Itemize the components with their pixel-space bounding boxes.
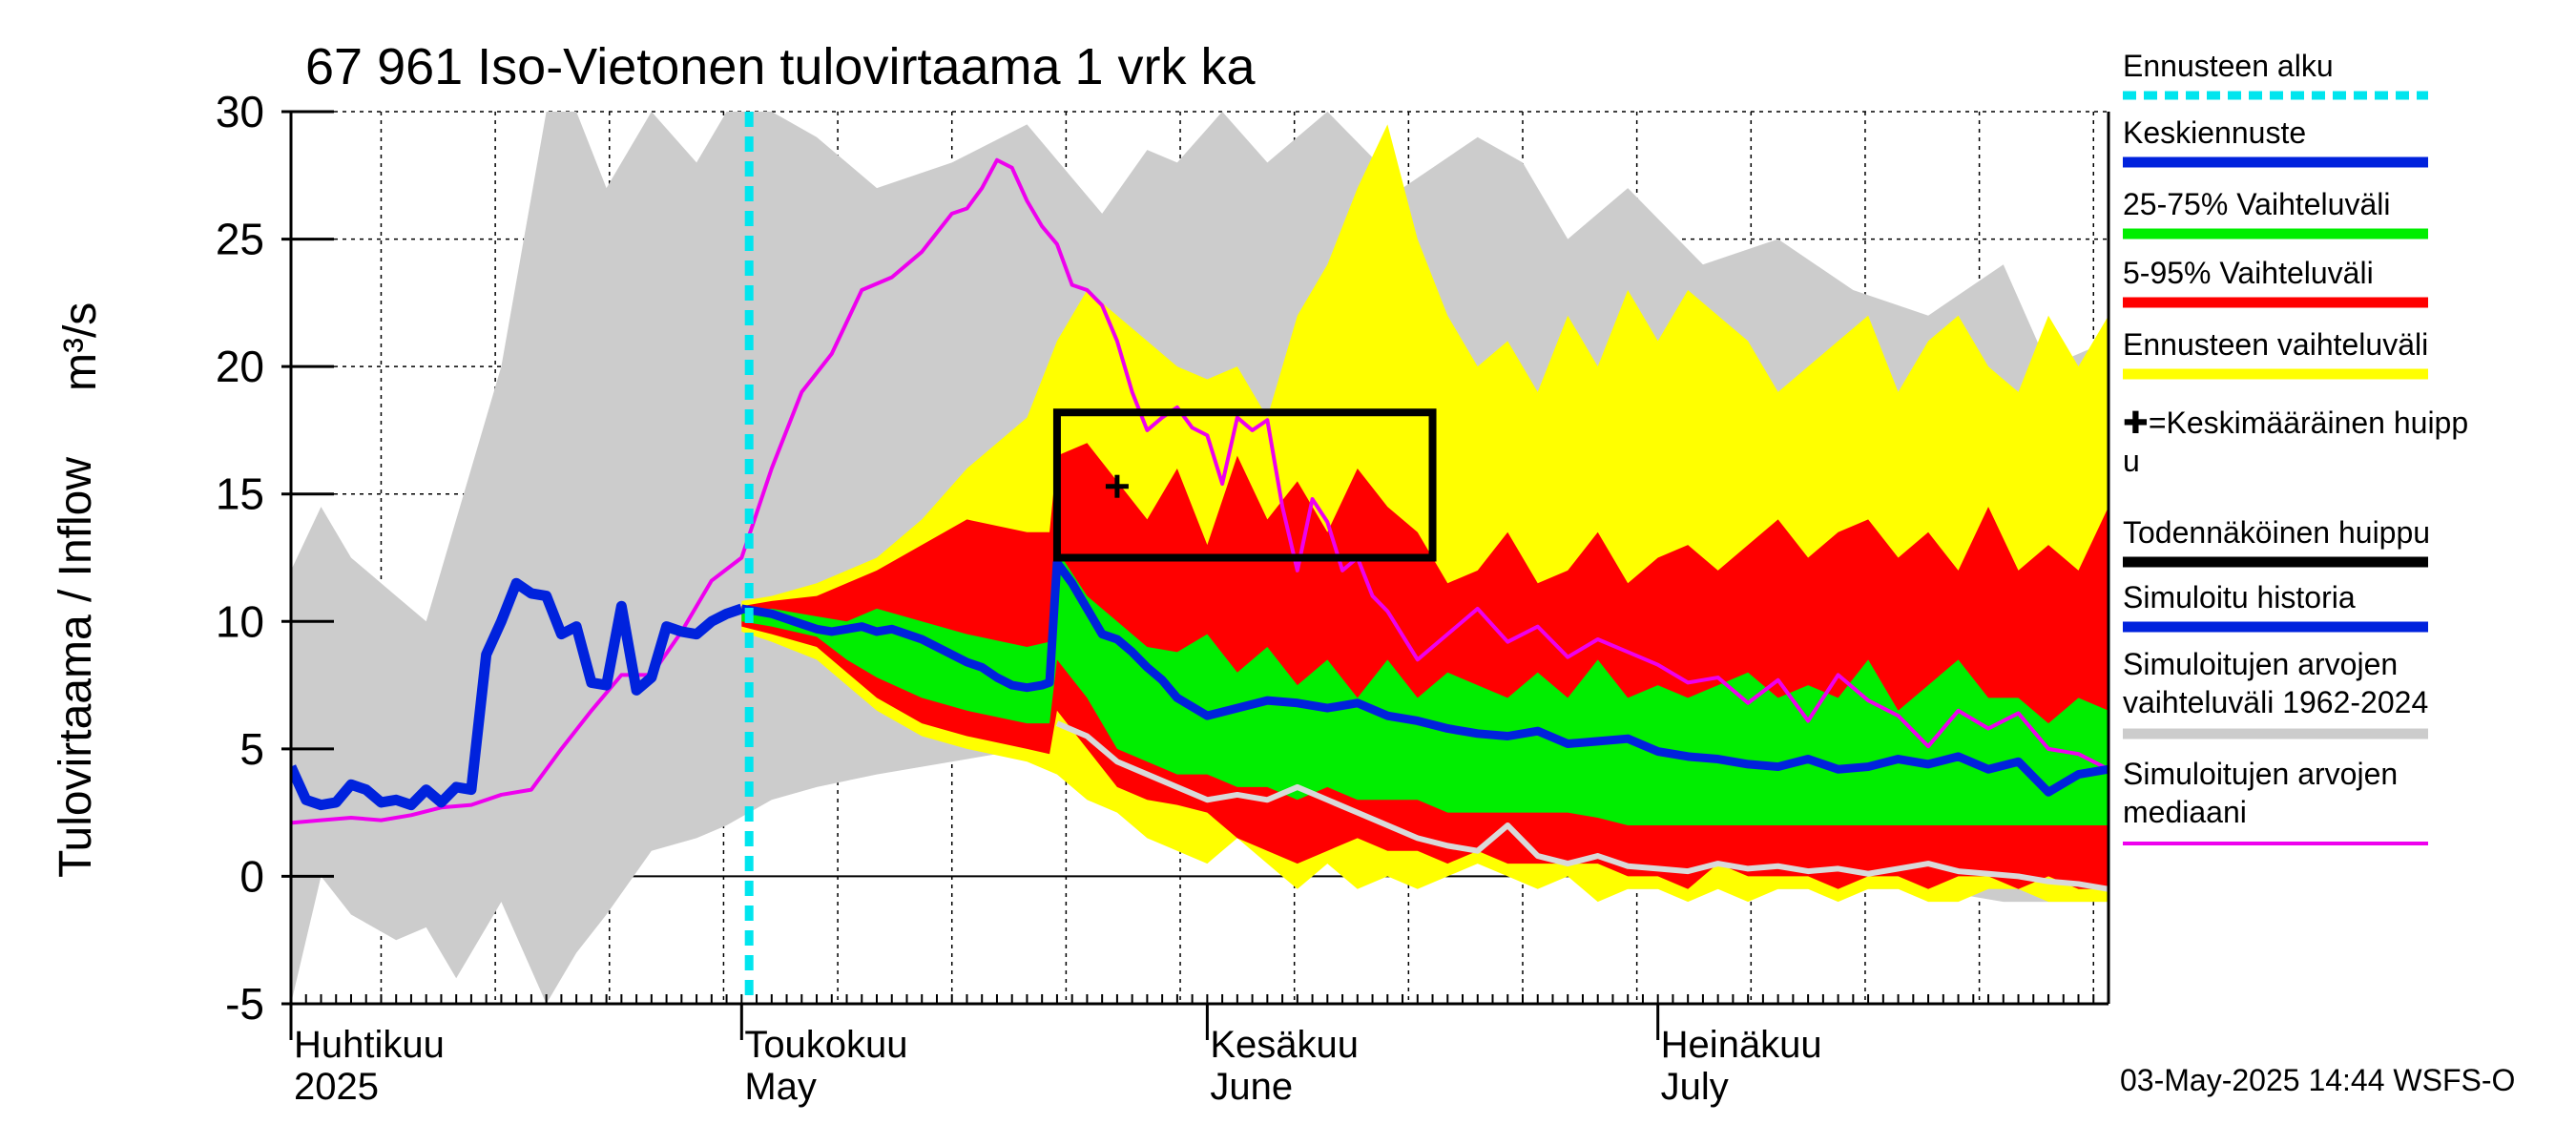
y-axis-unit: m³/s	[55, 302, 106, 391]
y-tick-label: 10	[216, 596, 264, 646]
x-month-sublabel: July	[1661, 1066, 1729, 1108]
legend-label: Simuloitujen arvojen	[2123, 757, 2398, 791]
y-tick-label: 30	[216, 87, 264, 136]
x-month-label: Huhtikuu	[294, 1024, 445, 1066]
probable-peak-box	[1052, 408, 1437, 562]
y-tick-label: -5	[225, 979, 264, 1029]
x-month-label: Heinäkuu	[1661, 1024, 1822, 1066]
chart-title: 67 961 Iso-Vietonen tulovirtaama 1 vrk k…	[305, 38, 1257, 95]
series-layers	[291, 112, 2109, 1004]
legend-label: Simuloitujen arvojen	[2123, 647, 2398, 681]
hist-median-gray-line	[1055, 720, 2109, 892]
x-month-sublabel: June	[1210, 1066, 1293, 1108]
legend-label: 5-95% Vaihteluväli	[2123, 256, 2374, 290]
legend-label-2: vaihteluväli 1962-2024	[2123, 685, 2428, 719]
mean-peak-marker	[1105, 474, 1129, 498]
y-axis-label: Tulovirtaama / Inflow m³/s	[51, 302, 106, 878]
range-25-75-area	[741, 550, 2109, 825]
x-month-label: Kesäkuu	[1210, 1024, 1359, 1066]
x-month-sublabel: May	[744, 1066, 817, 1108]
timestamp: 03-May-2025 14:44 WSFS-O	[2120, 1063, 2515, 1097]
y-tick-label: 0	[239, 851, 264, 901]
y-axis-title: Tulovirtaama / Inflow	[51, 457, 101, 878]
y-tick-label: 20	[216, 342, 264, 391]
legend-label: Ennusteen alku	[2123, 49, 2334, 83]
legend-label: 25-75% Vaihteluväli	[2123, 187, 2390, 221]
legend-label: Ennusteen vaihteluväli	[2123, 327, 2428, 362]
legend-label-2: mediaani	[2123, 795, 2247, 829]
hist-median-line	[291, 157, 2109, 825]
legend-label-2: u	[2123, 444, 2140, 478]
legend-label: Simuloitu historia	[2123, 580, 2356, 614]
y-axis: -5 0 5 10 15 20 25 30	[216, 87, 334, 1029]
mean-forecast-line	[740, 558, 2109, 797]
legend: Ennusteen alku Keskiennuste 25-75% Vaihtel…	[2123, 49, 2468, 845]
legend-label: Todennäköinen huippu	[2123, 515, 2430, 550]
legend-label: Keskiennuste	[2123, 115, 2306, 150]
simulated-history-line	[291, 577, 744, 811]
y-tick-label: 5	[239, 724, 264, 774]
x-month-label: Toukokuu	[744, 1024, 907, 1066]
y-tick-label: 25	[216, 215, 264, 264]
legend-label: ✚=Keskimääräinen huipp	[2123, 406, 2468, 440]
x-month-sublabel: 2025	[294, 1066, 379, 1108]
y-tick-label: 15	[216, 469, 264, 519]
